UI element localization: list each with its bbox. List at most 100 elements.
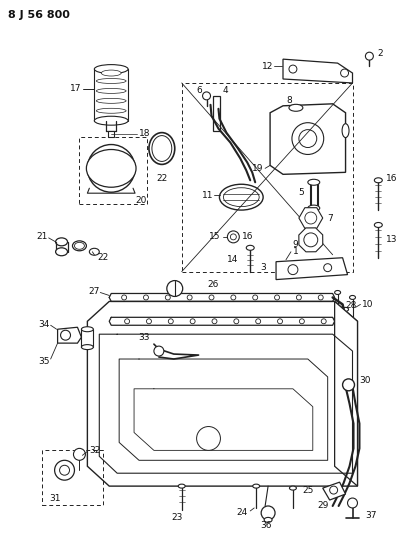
Text: 16: 16 — [386, 174, 398, 183]
Ellipse shape — [55, 248, 67, 256]
Circle shape — [190, 319, 195, 324]
Circle shape — [59, 465, 69, 475]
Ellipse shape — [149, 133, 175, 164]
Circle shape — [146, 319, 152, 324]
Circle shape — [261, 506, 275, 520]
Text: 26: 26 — [208, 280, 219, 289]
Text: 30: 30 — [359, 376, 371, 385]
Bar — [81, 329, 93, 347]
Ellipse shape — [81, 327, 93, 332]
Ellipse shape — [96, 78, 126, 84]
Circle shape — [318, 295, 323, 300]
Text: 19: 19 — [252, 164, 263, 173]
Text: 35: 35 — [38, 357, 49, 366]
Circle shape — [278, 319, 282, 324]
Ellipse shape — [73, 241, 87, 251]
Text: 31: 31 — [49, 494, 60, 503]
Ellipse shape — [101, 70, 121, 76]
Circle shape — [168, 319, 173, 324]
Polygon shape — [335, 302, 358, 486]
Circle shape — [299, 130, 317, 148]
Circle shape — [343, 379, 354, 391]
Ellipse shape — [350, 295, 356, 300]
Ellipse shape — [94, 116, 128, 125]
Circle shape — [324, 264, 332, 272]
Polygon shape — [299, 228, 323, 252]
Text: 1: 1 — [293, 247, 299, 256]
Polygon shape — [276, 258, 348, 280]
Text: 3: 3 — [261, 263, 266, 272]
Text: 13: 13 — [386, 236, 398, 244]
Polygon shape — [57, 327, 81, 343]
Ellipse shape — [55, 238, 67, 246]
Circle shape — [55, 461, 75, 480]
Text: 37: 37 — [365, 511, 377, 520]
Circle shape — [348, 498, 358, 508]
Ellipse shape — [94, 64, 128, 74]
Ellipse shape — [342, 124, 349, 138]
Circle shape — [106, 164, 116, 173]
Ellipse shape — [289, 486, 296, 490]
Text: 16: 16 — [242, 232, 254, 241]
Text: 27: 27 — [88, 287, 99, 296]
Ellipse shape — [96, 108, 126, 113]
Text: 23: 23 — [171, 513, 182, 522]
Circle shape — [197, 426, 220, 450]
Circle shape — [275, 295, 280, 300]
Text: 4: 4 — [222, 86, 228, 95]
Text: 10: 10 — [362, 300, 374, 309]
Text: 21: 21 — [36, 232, 47, 241]
Text: 9: 9 — [292, 240, 298, 249]
Circle shape — [321, 319, 326, 324]
Ellipse shape — [246, 245, 254, 251]
Polygon shape — [299, 208, 323, 228]
Text: 25: 25 — [303, 486, 314, 495]
Circle shape — [253, 295, 258, 300]
Circle shape — [231, 295, 236, 300]
Ellipse shape — [289, 104, 303, 111]
Ellipse shape — [96, 99, 126, 103]
Text: 17: 17 — [70, 84, 81, 93]
Bar — [182, 83, 352, 272]
Circle shape — [209, 295, 214, 300]
Circle shape — [98, 156, 124, 181]
Circle shape — [165, 295, 170, 300]
Ellipse shape — [253, 484, 260, 488]
Circle shape — [299, 319, 304, 324]
Polygon shape — [270, 104, 346, 174]
Circle shape — [256, 319, 261, 324]
Circle shape — [203, 92, 211, 100]
Polygon shape — [283, 59, 352, 83]
Ellipse shape — [178, 484, 185, 488]
Text: 7: 7 — [328, 214, 334, 222]
Circle shape — [227, 231, 239, 243]
Circle shape — [212, 319, 217, 324]
Ellipse shape — [219, 184, 263, 210]
Circle shape — [124, 319, 130, 324]
Ellipse shape — [152, 135, 172, 161]
Circle shape — [87, 144, 135, 192]
Circle shape — [304, 233, 318, 247]
Circle shape — [230, 234, 236, 240]
Circle shape — [61, 330, 71, 340]
Bar — [108, 131, 114, 136]
Ellipse shape — [343, 308, 349, 311]
Ellipse shape — [223, 188, 259, 207]
Text: 33: 33 — [138, 333, 150, 342]
Bar — [42, 450, 103, 505]
Ellipse shape — [81, 345, 93, 350]
Ellipse shape — [308, 179, 320, 185]
Ellipse shape — [264, 518, 272, 522]
Text: 2: 2 — [377, 49, 383, 58]
Text: 22: 22 — [156, 174, 168, 183]
Circle shape — [73, 448, 85, 461]
Ellipse shape — [96, 88, 126, 93]
Ellipse shape — [75, 243, 85, 249]
Circle shape — [167, 280, 183, 296]
Text: 32: 32 — [89, 446, 101, 455]
Text: 28: 28 — [346, 301, 357, 310]
Text: 12: 12 — [262, 62, 273, 70]
Ellipse shape — [87, 149, 136, 187]
Text: 34: 34 — [38, 320, 49, 329]
Circle shape — [234, 319, 239, 324]
